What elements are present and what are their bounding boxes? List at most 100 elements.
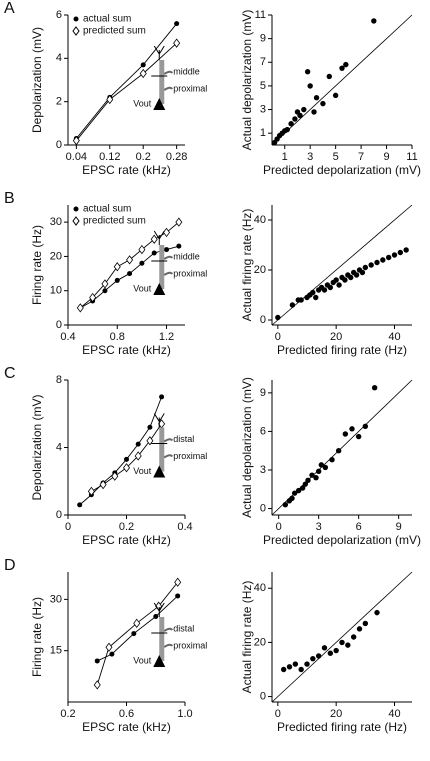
point [282,502,289,508]
y-tick-label: 0 [260,502,266,514]
panel-label: A [4,0,15,17]
point [299,485,306,491]
x-tick-label: 0.2 [136,151,151,163]
inset-branch [151,45,168,77]
x-tick-label: 0.6 [119,708,134,720]
legend-marker [73,206,79,212]
point [318,462,325,468]
fit-line [76,23,177,139]
y-tick-label: 9 [260,33,266,45]
diamond-point [150,234,158,244]
point [368,262,374,268]
point [176,243,182,249]
x-tick-label: 7 [358,151,364,163]
diamond-point [138,244,146,255]
diamond-point [123,463,130,473]
diamond-point [163,227,171,238]
point [109,651,115,657]
point [371,18,377,24]
x-tick-label: 0.4 [60,331,75,343]
diamond-point [105,642,113,652]
point [336,282,342,288]
panel-label: C [4,365,16,382]
point [327,650,334,656]
point [356,626,363,632]
y-axis-label: Depolarization (mV) [30,394,44,500]
inset-label: middle [173,66,200,76]
inset-synapse [163,255,174,276]
point [159,394,165,400]
point [327,284,334,291]
point [305,477,311,483]
x-axis-label: EPSC rate (kHz) [82,533,171,547]
identity-line [271,204,413,326]
diamond-point [87,486,95,497]
point [175,593,181,599]
point [322,464,329,471]
y-tick-label: 0 [260,314,266,326]
point [332,92,339,99]
point [310,289,316,296]
y-tick-label: 40 [254,582,266,594]
inset-label: Vout [133,466,152,476]
point [94,658,100,664]
point [343,61,349,68]
point [124,456,129,462]
inset-soma [153,98,166,110]
x-axis-label: EPSC rate (kHz) [82,343,171,357]
inset-branch [151,230,168,262]
inset-label: middle [173,251,200,261]
point [304,661,310,667]
diamond-point [146,436,154,446]
y-tick-label: 1 [260,127,266,139]
panel-label: D [4,557,16,574]
point [286,664,293,670]
y-axis-label: Firing rate (Hz) [30,597,44,677]
point [313,294,319,301]
diamond-point [175,217,183,227]
point [147,424,153,430]
x-tick-label: 20 [330,331,342,343]
point [355,433,362,440]
y-tick-label: 20 [254,264,266,276]
x-tick-label: 0 [275,708,281,720]
x-axis-label: Predicted depolarization (mV) [263,163,421,177]
point [310,655,316,662]
inset-label: Vout [133,98,152,108]
x-axis-label: Predicted depolarization (mV) [263,533,421,547]
point [315,468,322,474]
x-tick-label: 0.04 [66,151,87,163]
inset-synapse [163,70,174,91]
legend-label: predicted sum [83,26,146,37]
inset-soma [153,283,166,295]
inset-branch [151,602,168,634]
point [362,264,369,271]
y-tick-label: 3 [260,103,266,115]
y-tick-label: 4 [56,52,62,64]
fit-line [76,42,177,141]
identity-line [271,571,413,703]
point [345,642,351,648]
point [321,645,328,651]
diamond-point [93,680,101,690]
point [374,259,380,266]
y-tick-label: 6 [56,9,62,21]
diamond-point [111,471,119,481]
point [349,426,355,432]
point [397,249,404,256]
point [174,21,180,27]
inset-label: proximal [173,640,207,650]
diamond-point [139,68,147,79]
point [313,95,320,101]
inset-soma [153,655,166,667]
y-tick-label: 6 [260,425,266,437]
inset-dendrite [159,617,165,661]
x-tick-label: 20 [330,708,342,720]
y-tick-label: 20 [50,250,62,262]
diamond-point [173,38,181,48]
point [309,472,315,478]
legend-marker [72,26,80,36]
point [315,653,322,659]
x-tick-label: 9 [383,151,389,163]
diamond-point [106,94,114,105]
